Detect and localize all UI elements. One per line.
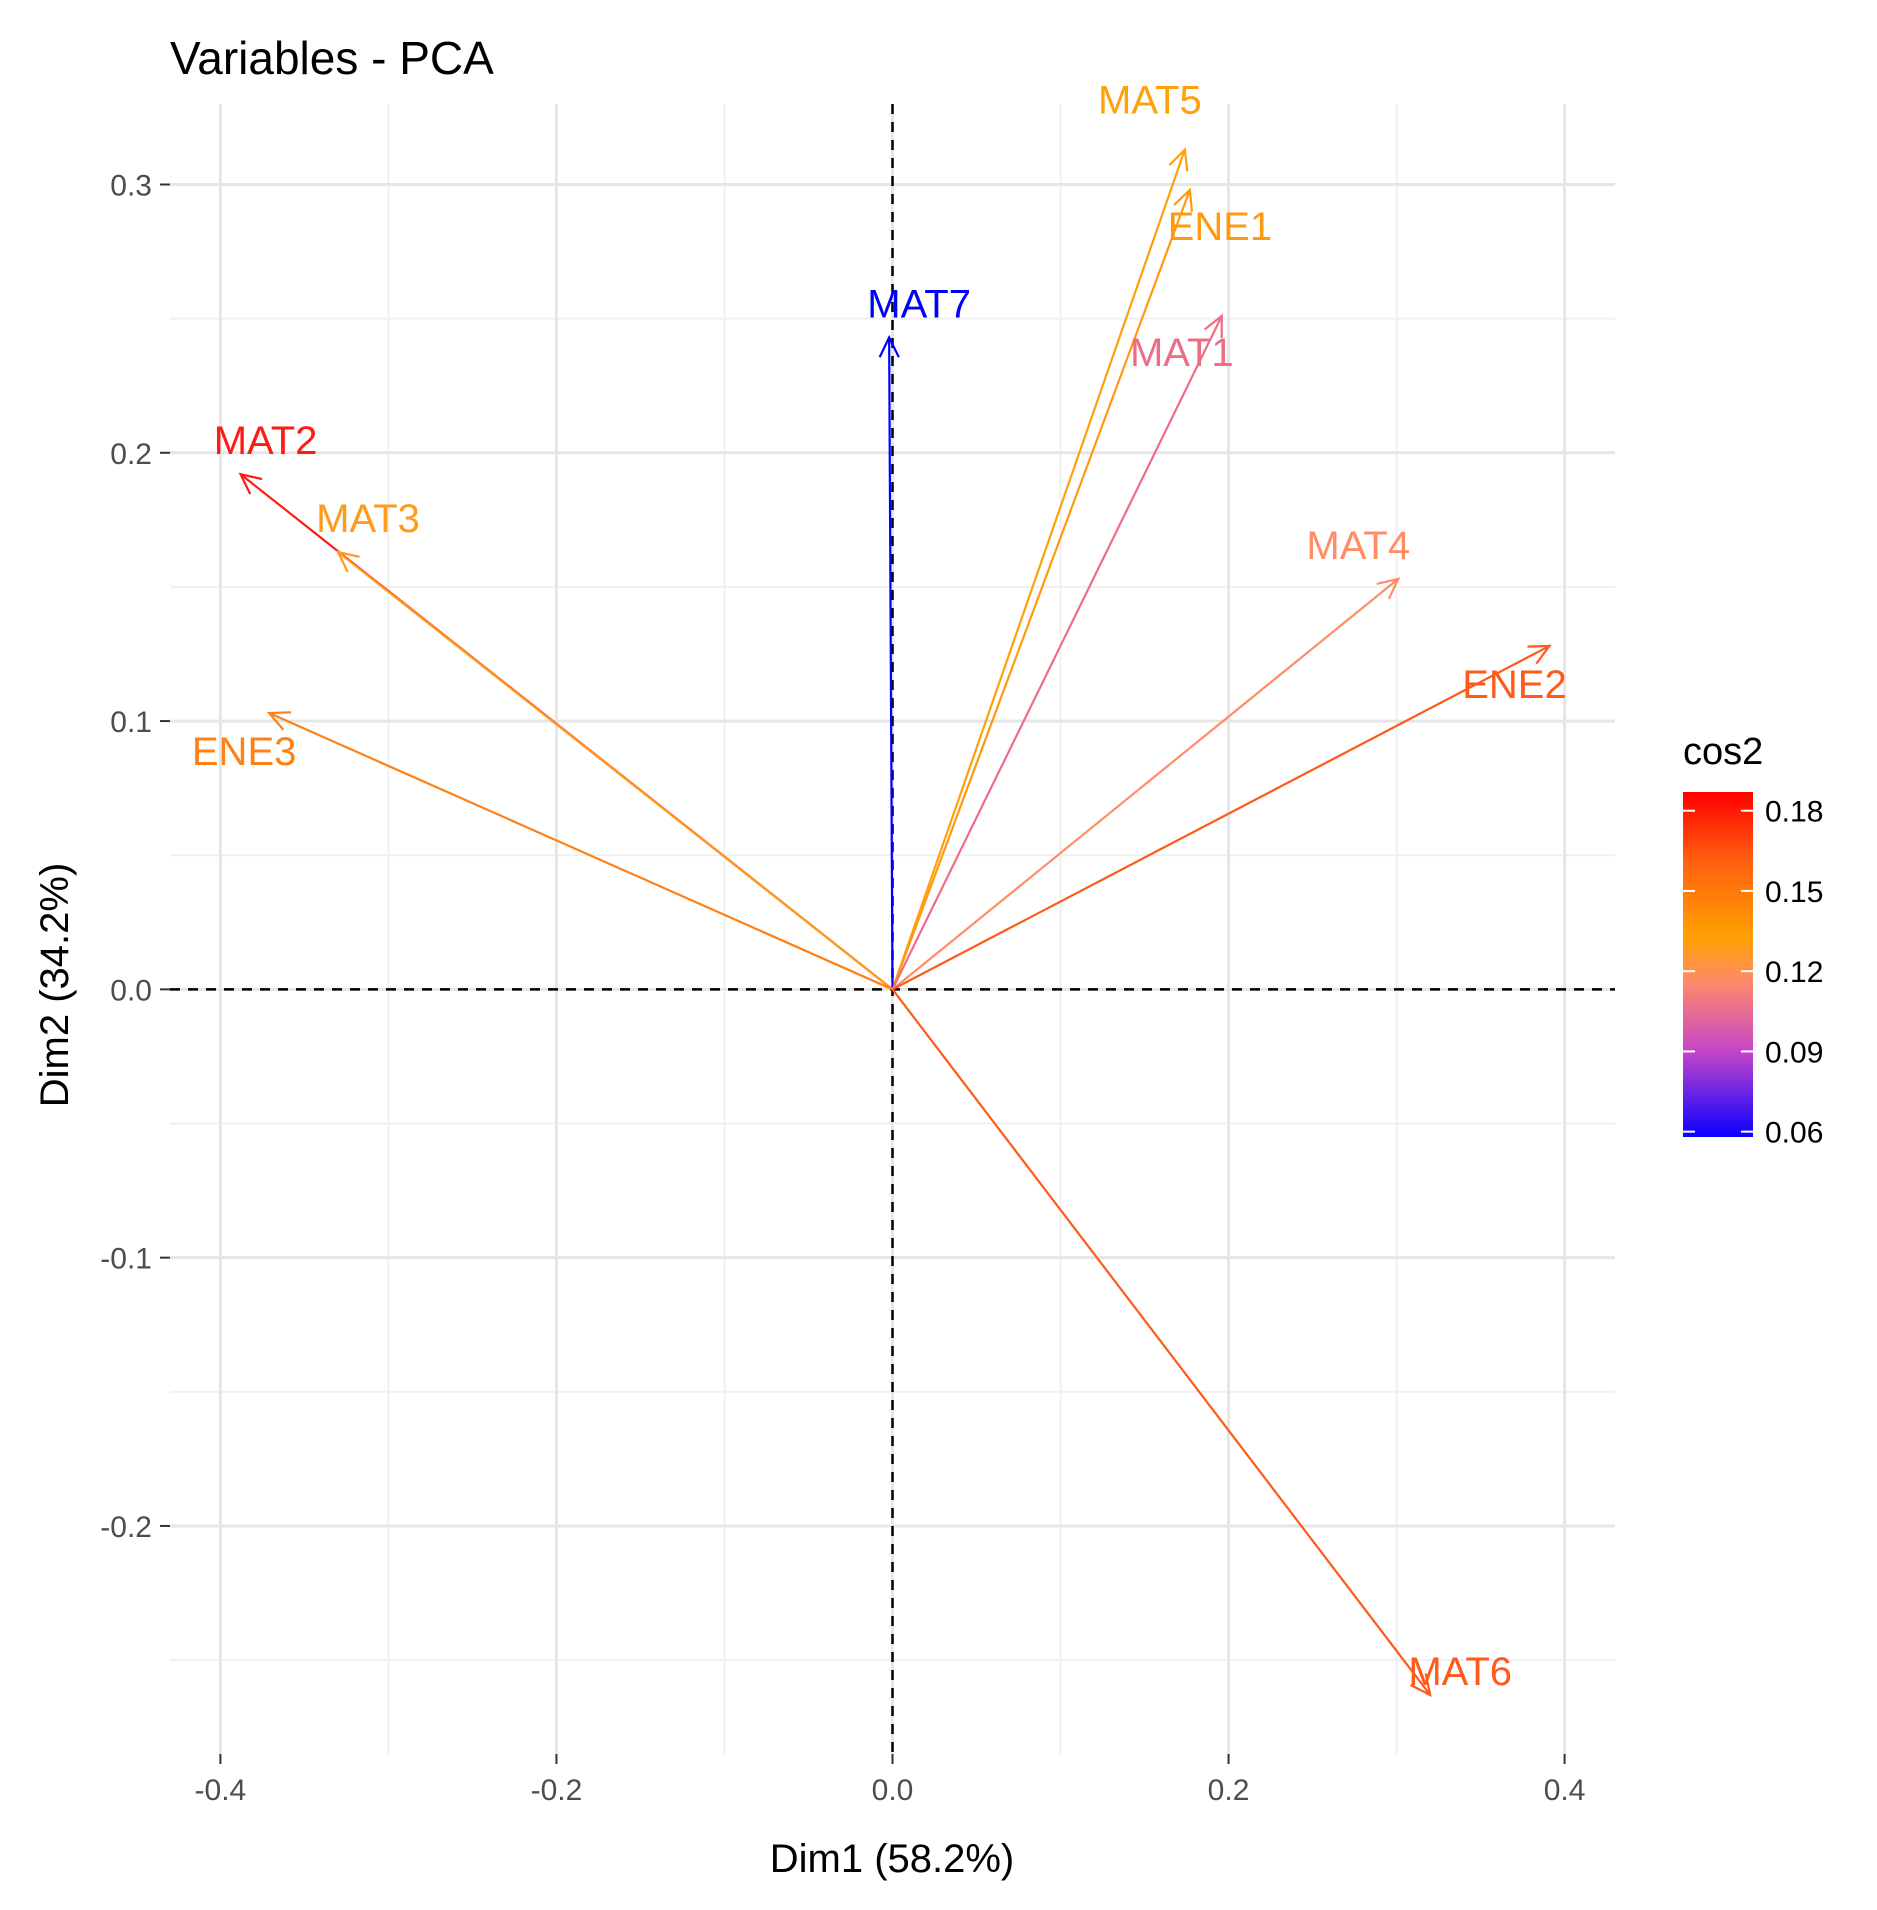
legend-tick-label: 0.18 <box>1765 796 1823 829</box>
y-axis-title: Dim2 (34.2%) <box>33 863 77 1108</box>
x-tick-label: -0.4 <box>195 1774 247 1807</box>
variable-arrows <box>238 147 1552 1697</box>
arrowhead-mat1 <box>1203 313 1223 338</box>
arrowhead-mat3 <box>336 550 360 573</box>
label-mat7: MAT7 <box>867 282 971 326</box>
arrowhead-mat2 <box>238 472 263 495</box>
label-mat5: MAT5 <box>1098 79 1202 123</box>
arrow-mat3 <box>337 551 894 991</box>
x-tick-label: 0.4 <box>1544 1774 1586 1807</box>
arrow-mat5 <box>891 149 1186 990</box>
arrowhead-mat7 <box>878 334 900 358</box>
x-tick-label: 0.2 <box>1208 1774 1250 1807</box>
label-mat4: MAT4 <box>1306 524 1410 568</box>
legend: cos2 0.06 0.09 0.12 0.15 0.18 <box>1683 731 1823 1150</box>
x-axis-title: Dim1 (58.2%) <box>770 1837 1015 1881</box>
arrowhead-mat5 <box>1168 147 1189 172</box>
y-tick-label: -0.2 <box>100 1511 152 1544</box>
arrow-mat7 <box>888 337 894 990</box>
label-mat1: MAT1 <box>1130 331 1234 375</box>
arrowhead-mat6 <box>1410 1673 1432 1697</box>
x-axis-ticks: -0.4 -0.2 0.0 0.2 0.4 <box>195 1754 1586 1807</box>
y-tick-label: 0.1 <box>110 706 152 739</box>
arrow-ene3 <box>268 712 893 991</box>
legend-tick-label: 0.09 <box>1765 1036 1823 1069</box>
y-axis-ticks: -0.2 -0.1 0.0 0.1 0.2 0.3 <box>100 169 170 1544</box>
x-tick-label: 0.0 <box>872 1774 914 1807</box>
x-tick-label: -0.2 <box>531 1774 583 1807</box>
arrowhead-ene1 <box>1173 187 1194 212</box>
y-tick-label: -0.1 <box>100 1243 152 1276</box>
legend-tick-label: 0.15 <box>1765 876 1823 909</box>
arrow-ene2 <box>891 644 1550 991</box>
legend-tick-label: 0.06 <box>1765 1117 1823 1150</box>
label-mat6: MAT6 <box>1408 1650 1512 1694</box>
legend-tick-label: 0.12 <box>1765 956 1823 989</box>
label-mat2: MAT2 <box>214 419 318 463</box>
label-mat3: MAT3 <box>316 497 420 541</box>
y-tick-label: 0.0 <box>110 974 152 1007</box>
legend-title: cos2 <box>1683 731 1763 773</box>
arrowhead-ene3 <box>266 711 292 731</box>
arrowhead-ene2 <box>1527 644 1552 665</box>
arrowhead-mat4 <box>1376 577 1401 600</box>
arrow-mat1 <box>891 315 1223 990</box>
y-tick-label: 0.3 <box>110 169 152 202</box>
label-ene3: ENE3 <box>192 730 297 774</box>
arrow-ene1 <box>891 189 1191 990</box>
label-ene1: ENE1 <box>1168 205 1273 249</box>
chart-title: Variables - PCA <box>170 32 494 84</box>
legend-ticks: 0.06 0.09 0.12 0.15 0.18 <box>1683 796 1823 1150</box>
y-tick-label: 0.2 <box>110 438 152 471</box>
label-ene2: ENE2 <box>1462 663 1567 707</box>
arrow-mat4 <box>891 578 1399 991</box>
variable-labels: MAT5 ENE1 MAT7 MAT1 MAT2 MAT3 MAT4 ENE2 ENE3 MAT6 <box>192 79 1567 1694</box>
arrow-mat6 <box>891 988 1432 1696</box>
legend-colorbar <box>1683 792 1753 1137</box>
